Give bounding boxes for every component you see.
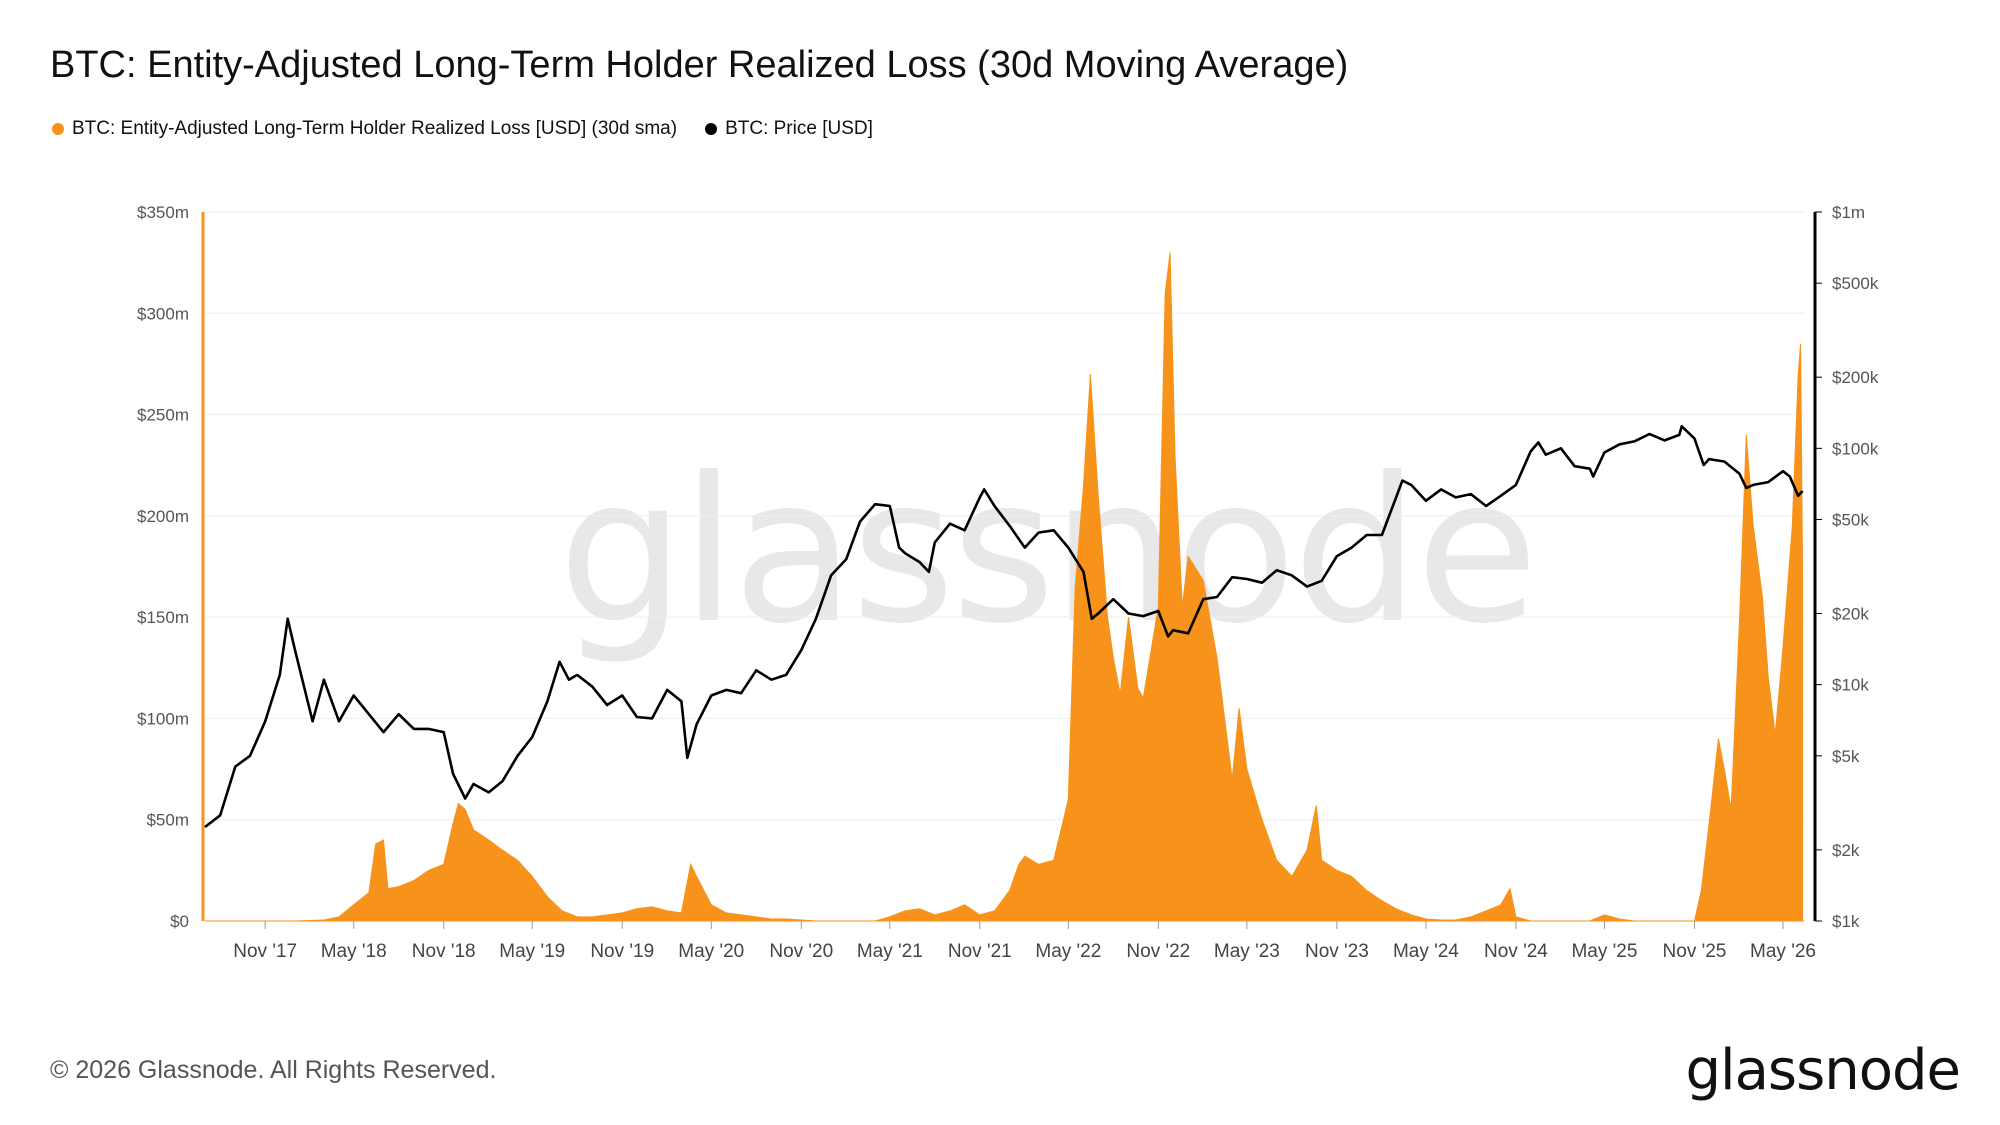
x-tick-label: Nov '24	[1484, 941, 1548, 962]
x-tick-label: Nov '19	[590, 941, 654, 962]
left-tick-label: $50m	[146, 811, 189, 830]
x-tick-label: Nov '18	[412, 941, 476, 962]
right-tick-label: $2k	[1832, 841, 1860, 860]
x-tick-label: May '23	[1214, 941, 1280, 962]
legend-label-realized-loss: BTC: Entity-Adjusted Long-Term Holder Re…	[72, 118, 678, 139]
legend: BTC: Entity-Adjusted Long-Term Holder Re…	[52, 118, 873, 140]
x-tick-label: Nov '22	[1126, 941, 1190, 962]
x-tick-label: May '21	[857, 941, 923, 962]
right-tick-label: $20k	[1832, 605, 1869, 624]
chart-title: BTC: Entity-Adjusted Long-Term Holder Re…	[50, 44, 1349, 86]
watermark: glassnode	[558, 435, 1535, 668]
x-axis: Nov '17 May '18 Nov '18 May '19 Nov '19 May '…	[205, 920, 1816, 962]
right-tick-label: $1k	[1832, 912, 1860, 931]
right-tick-label: $500k	[1832, 274, 1879, 293]
x-tick-label: May '19	[499, 941, 565, 962]
legend-item-price[interactable]: BTC: Price [USD]	[705, 118, 873, 140]
right-y-axis: $1k $2k $5k $10k $20k $50k $100k $200k $500k $1m	[1813, 203, 1879, 931]
x-tick-label: May '18	[321, 941, 387, 962]
x-tick-label: Nov '20	[769, 941, 833, 962]
right-tick-label: $5k	[1832, 747, 1860, 766]
left-tick-label: $250m	[137, 406, 189, 425]
legend-dot-black	[705, 123, 718, 135]
x-tick-label: May '22	[1035, 941, 1101, 962]
copyright-footer: © 2026 Glassnode. All Rights Reserved.	[50, 1056, 497, 1084]
x-tick-label: May '20	[678, 941, 744, 962]
price-series	[204, 425, 1804, 829]
left-tick-label: $200m	[137, 507, 189, 526]
legend-dot-orange	[52, 123, 64, 135]
x-tick-label: Nov '23	[1305, 941, 1369, 962]
glassnode-logo[interactable]: glassnode	[1685, 1038, 1961, 1103]
realized-loss-area	[205, 252, 1804, 922]
right-tick-label: $1m	[1832, 203, 1865, 222]
legend-label-price: BTC: Price [USD]	[725, 118, 873, 139]
price-line	[204, 425, 1804, 829]
x-tick-label: Nov '25	[1663, 941, 1727, 962]
left-tick-label: $0	[170, 912, 189, 931]
x-tick-label: Nov '17	[233, 941, 297, 962]
right-tick-label: $200k	[1832, 368, 1879, 387]
right-tick-label: $50k	[1832, 510, 1869, 529]
right-tick-label: $10k	[1832, 676, 1869, 695]
left-tick-label: $150m	[137, 608, 189, 627]
x-tick-label: May '25	[1571, 941, 1637, 962]
x-tick-label: May '26	[1750, 941, 1816, 962]
x-tick-label: May '24	[1393, 941, 1459, 962]
realized-loss-series	[205, 252, 1804, 922]
left-tick-label: $100m	[137, 709, 189, 728]
left-y-axis: $0 $50m $100m $150m $200m $250m $300m $350m	[137, 203, 205, 931]
legend-item-realized-loss[interactable]: BTC: Entity-Adjusted Long-Term Holder Re…	[52, 118, 677, 140]
left-tick-label: $350m	[137, 203, 189, 222]
right-tick-label: $100k	[1832, 439, 1879, 458]
chart-canvas[interactable]: glassnode $0 $50m $100m $150m $200m $250m $300…	[0, 0, 2000, 1000]
left-tick-label: $300m	[137, 304, 189, 323]
x-tick-label: Nov '21	[948, 941, 1012, 962]
